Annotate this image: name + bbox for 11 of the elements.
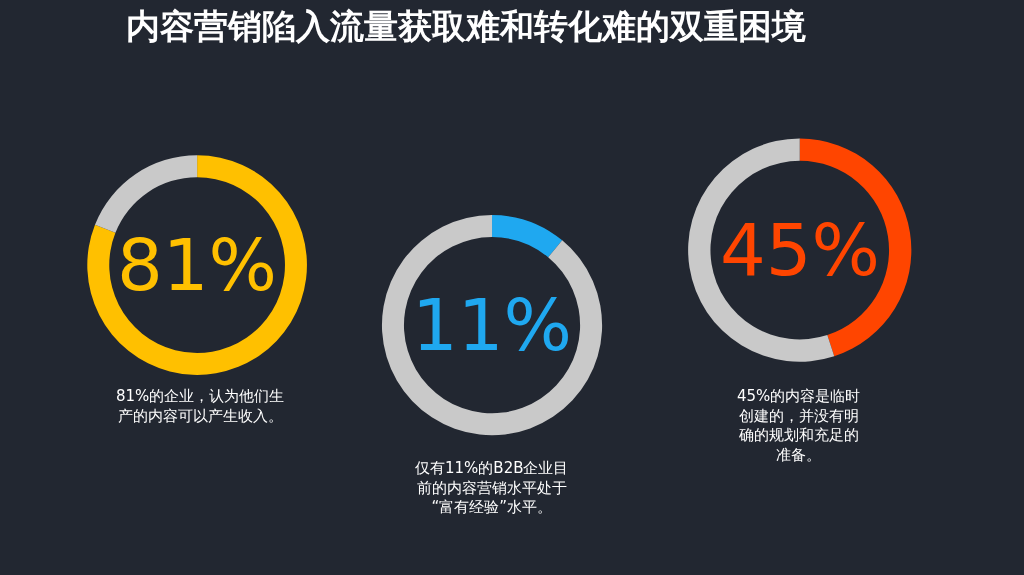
data-label: 81% xyxy=(117,223,278,307)
donut-slice xyxy=(95,155,198,233)
text: 内容营销陷入流量获取难和转化难的双重困境 xyxy=(125,5,806,46)
data-label: 45% xyxy=(720,208,881,292)
text: 仅有11%的B2B企业目前的内容营销水平处于“富有经验”水平。 xyxy=(415,459,569,516)
data-label: 11% xyxy=(412,283,573,367)
text: 45%的内容是临时创建的，并没有明确的规划和充足的准备。 xyxy=(737,387,861,464)
donut-slice xyxy=(492,215,563,258)
donut-slice xyxy=(382,215,603,436)
text: 81%的企业，认为他们生产的内容可以产生收入。 xyxy=(116,387,285,425)
donut-slice xyxy=(87,155,307,375)
